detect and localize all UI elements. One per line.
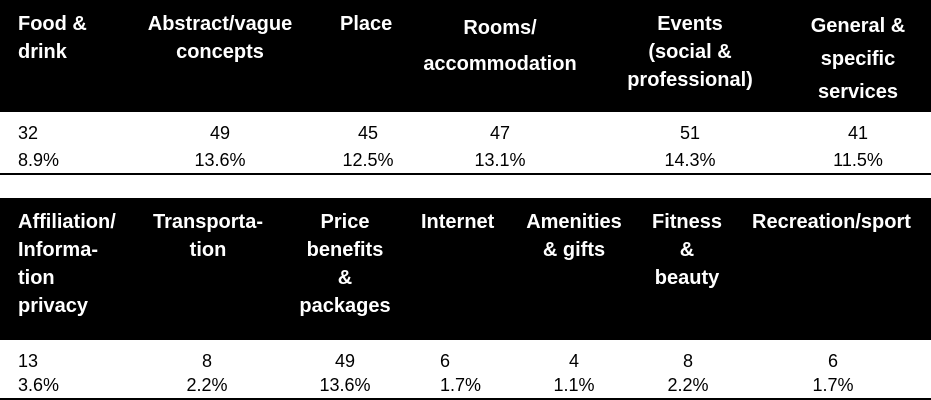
table2-header-affiliation: Affiliation/ Informa- tion privacy [18,211,116,317]
table2-percent-affiliation: 3.6% [18,375,60,395]
table1-percent-rooms: 13.1% [474,150,526,170]
table2-header-amenities: Amenities & gifts [526,211,622,261]
table2-header-band [0,198,931,340]
table1-count-place: 45 [357,123,379,143]
table2-percent-transportation: 2.2% [186,375,228,395]
table2-header-fitness: Fitness & beauty [651,211,723,289]
table1-header-rooms: Rooms/ accommodation [423,17,577,75]
table1-header-place: Place [340,13,393,35]
table2-header-transportation: Transporta- tion [152,211,264,261]
table2-percent-amenities: 1.1% [553,375,595,395]
table1-bottom-rule [0,173,931,175]
table2-percent-internet: 1.7% [440,375,482,395]
table1-header-services: General & specific services [810,15,906,103]
table2-count-price-benefits: 49 [334,351,356,371]
table1-count-events: 51 [679,123,701,143]
table1-percent-food-drink: 8.9% [18,150,60,170]
table2-count-recreation: 6 [827,351,838,371]
table1-count-abstract-concepts: 49 [209,123,231,143]
table2-count-fitness: 8 [682,351,693,371]
table2-percent-fitness: 2.2% [667,375,709,395]
table1-header-abstract-concepts: Abstract/vague concepts [147,13,293,63]
table2-count-amenities: 4 [568,351,579,371]
table1-count-food-drink: 32 [18,123,39,143]
table2-header-recreation: Recreation/sport [752,211,911,233]
table2-bottom-rule [0,398,931,400]
table2-header-price-benefits: Price benefits & packages [299,211,391,317]
table1-percent-services: 11.5% [833,150,883,170]
table2-count-affiliation: 13 [18,351,39,371]
table1-percent-events: 14.3% [664,150,716,170]
table2-percent-price-benefits: 13.6% [319,375,371,395]
table2-count-internet: 6 [440,351,451,371]
table1-percent-abstract-concepts: 13.6% [194,150,246,170]
table2-percent-recreation: 1.7% [812,375,854,395]
table2-header-internet: Internet [421,211,495,233]
table1-count-rooms: 47 [489,123,511,143]
table1-header-events: Events (social & professional) [627,13,753,91]
table1-header-food-drink: Food & drink [18,13,87,63]
table2-count-transportation: 8 [201,351,212,371]
table1-percent-place: 12.5% [342,150,394,170]
table1-count-services: 41 [847,123,869,143]
table1-header-band [0,0,931,112]
